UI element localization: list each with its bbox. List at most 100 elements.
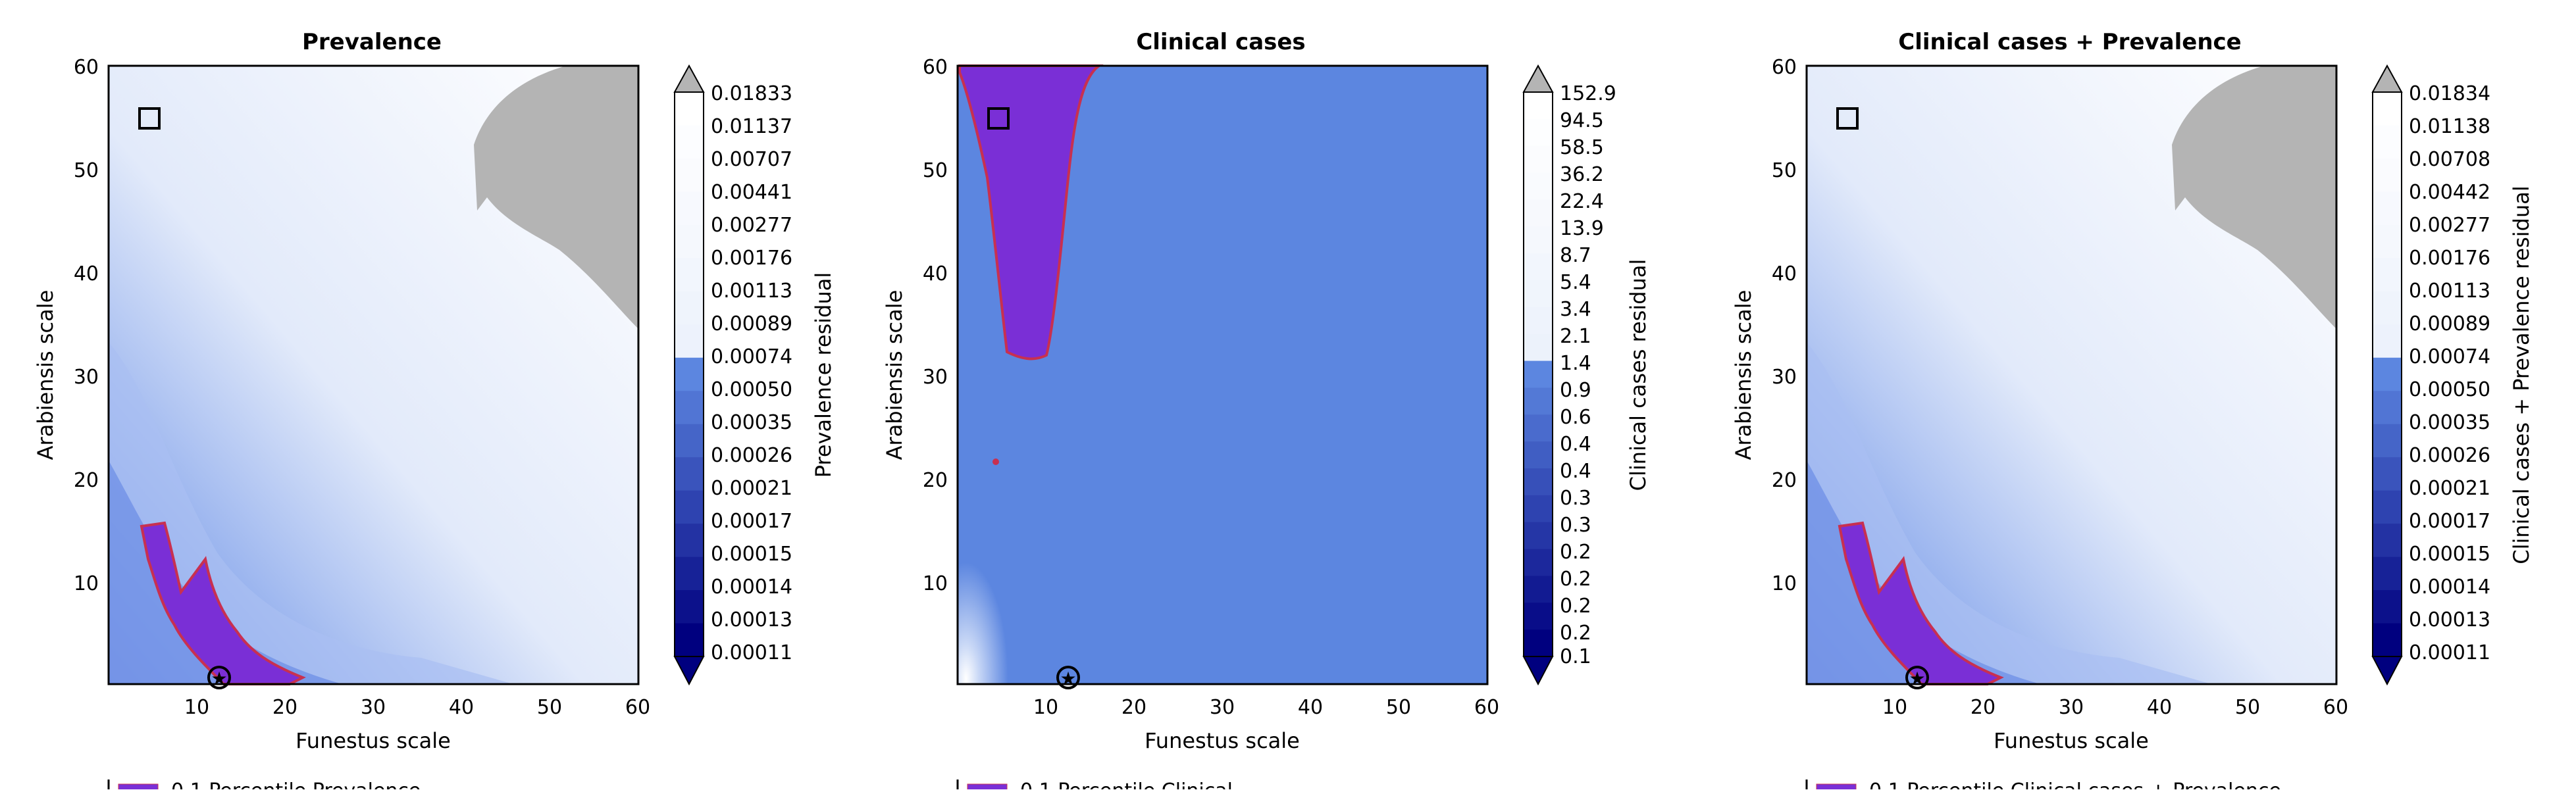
colorbar-tick: 0.00050 [2409, 378, 2490, 401]
colorbar-tick: 36.2 [1560, 163, 1604, 186]
colorbar-band [675, 258, 704, 292]
star-marker [1056, 666, 1080, 689]
colorbar-band [1524, 92, 1553, 120]
colorbar-tick: 0.9 [1560, 379, 1591, 402]
colorbar-tick: 0.00013 [2409, 608, 2490, 631]
colorbar-band [1524, 414, 1553, 442]
plot-contour-band [1807, 460, 2040, 684]
y-axis-label: Arabiensis scale [1731, 290, 1756, 460]
colorbar-tick: 0.2 [1560, 541, 1591, 564]
colorbar-band [2373, 291, 2402, 325]
x-tick-label: 20 [1971, 696, 1996, 719]
no-data-region [2172, 66, 2336, 329]
colorbar-tick: 0.01137 [711, 115, 792, 138]
colorbar-tick: 0.00050 [711, 378, 792, 401]
plot-contour-band [109, 460, 342, 684]
y-tick-label: 10 [1772, 572, 1797, 595]
colorbar-band [1524, 576, 1553, 603]
y-tick-label: 10 [923, 572, 948, 595]
chart-prevalence: Prevalence ★ 10 20 30 40 50 60 Funestus … [33, 29, 836, 792]
y-tick-label: 50 [923, 159, 948, 182]
colorbar-tick: 0.00026 [2409, 444, 2490, 467]
colorbar-tick: 0.6 [1560, 406, 1591, 429]
y-tick-label: 10 [74, 572, 99, 595]
colorbar-tick: 0.00074 [711, 345, 792, 368]
x-tick-label: 10 [1882, 696, 1907, 719]
chart-clinical-cases: Clinical cases ★ 10 20 30 40 50 60 Funes… [882, 29, 1651, 792]
y-tick-label: 40 [74, 262, 99, 285]
colorbar-tick: 0.00707 [711, 148, 792, 171]
colorbar-bands [2372, 91, 2402, 657]
chart-panel-prevalence: Prevalence ★ 10 20 30 40 50 60 Funestus … [0, 0, 856, 792]
colorbar-tick: 0.00011 [2409, 641, 2490, 664]
colorbar-band [2373, 324, 2402, 359]
colorbar-band [675, 490, 704, 524]
colorbar-band [1524, 522, 1553, 550]
colorbar-tick: 0.00015 [2409, 543, 2490, 566]
plot-frame [956, 64, 1489, 685]
chart-title: Clinical cases [1136, 29, 1305, 55]
legend: 0.1 Percentile Clinical cases + Prevalen… [1805, 780, 2281, 792]
percentile-region [958, 64, 1104, 360]
y-tick-label: 20 [923, 469, 948, 492]
colorbar-tick: 0.1 [1560, 645, 1591, 668]
colorbar-bands [674, 91, 704, 657]
colorbar-band [675, 125, 704, 159]
y-tick-label: 30 [1772, 366, 1797, 389]
colorbar-tick: 0.01833 [711, 82, 792, 105]
colorbar-tick: 0.4 [1560, 460, 1591, 483]
colorbar-band [1524, 360, 1553, 388]
y-tick-label: 20 [74, 469, 99, 492]
colorbar-tick: 0.01138 [2409, 115, 2490, 138]
y-tick-label: 60 [74, 56, 99, 79]
x-axis: 10 20 30 40 50 60 Funestus scale [1033, 696, 1499, 753]
colorbar-tick: 0.3 [1560, 514, 1591, 537]
colorbar-band [2373, 590, 2402, 624]
colorbar-band [675, 357, 704, 391]
colorbar-tick: 0.2 [1560, 568, 1591, 591]
y-axis: 60 50 40 30 20 10 Arabiensis scale [1731, 56, 1797, 595]
colorbar-tick: 0.00015 [711, 543, 792, 566]
colorbar-band [1524, 226, 1553, 254]
colorbar-band [2373, 391, 2402, 425]
y-tick-label: 20 [1772, 469, 1797, 492]
y-tick-label: 30 [74, 366, 99, 389]
colorbar-tick: 0.4 [1560, 433, 1591, 456]
colorbar-band [675, 623, 704, 657]
colorbar-band [1524, 145, 1553, 174]
colorbar-band [675, 557, 704, 591]
y-axis: 60 50 40 30 20 10 Arabiensis scale [882, 56, 948, 595]
y-axis-label: Arabiensis scale [33, 290, 58, 460]
colorbar-tick: 0.00089 [711, 312, 792, 335]
legend: 0.1 Percentile Clinical [956, 780, 1233, 792]
percentile-region [140, 521, 306, 685]
x-axis-label: Funestus scale [1994, 728, 2149, 753]
plot-frame [1805, 64, 2338, 685]
colorbar-tick: 22.4 [1560, 190, 1604, 213]
colorbar-band [2373, 125, 2402, 159]
square-marker [987, 107, 1010, 130]
legend-label: 0.1 Percentile Prevalence [171, 780, 421, 789]
colorbar-band [2373, 424, 2402, 458]
x-tick-label: 30 [2059, 696, 2084, 719]
colorbar-band [675, 291, 704, 325]
colorbar-tick: 0.00013 [711, 608, 792, 631]
colorbar-band [2373, 191, 2402, 226]
x-axis-label: Funestus scale [1145, 728, 1300, 753]
colorbar-tick: 0.01834 [2409, 82, 2490, 105]
colorbar-tick: 2.1 [1560, 325, 1591, 348]
colorbar: 0.01834 0.01138 0.00708 0.00442 0.00277 … [2371, 64, 2534, 686]
star-marker [1905, 666, 1929, 689]
colorbar-label: Clinical cases residual [1626, 259, 1651, 491]
x-tick-label: 30 [361, 696, 386, 719]
colorbar-band [1524, 307, 1553, 335]
colorbar-tick: 0.00021 [711, 477, 792, 500]
chart-title: Prevalence [302, 29, 442, 55]
star-marker-glyph: ★ [1909, 668, 1925, 689]
y-tick-label: 50 [74, 159, 99, 182]
x-tick-label: 20 [272, 696, 297, 719]
colorbar-band [2373, 524, 2402, 558]
x-axis: 10 20 30 40 50 60 Funestus scale [184, 696, 650, 753]
chart-panel-clinical-cases-prevalence: Clinical cases + Prevalence ★ 10 20 30 4… [1698, 0, 2554, 792]
plot-area: ★ [956, 64, 1489, 689]
